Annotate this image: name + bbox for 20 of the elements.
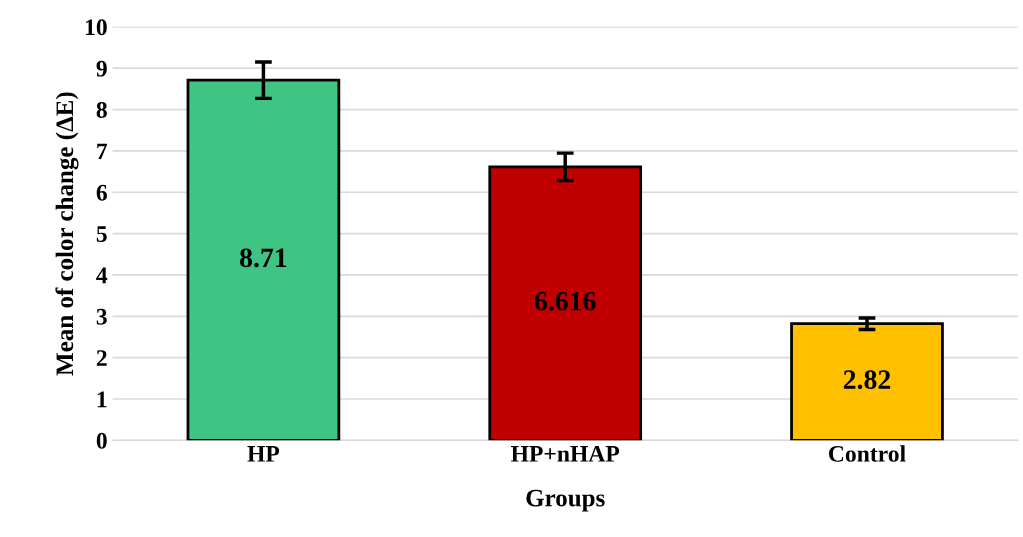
y-tick-label: 3: [96, 308, 107, 325]
y-tick-label: 6: [96, 184, 107, 201]
x-tick-label: Control: [829, 445, 906, 462]
bar: [790, 322, 944, 441]
y-tick-label: 7: [97, 143, 108, 160]
y-axis-title: Mean of color change (ΔE): [55, 92, 79, 376]
data-label: 6.616: [534, 291, 596, 311]
y-tick-label: 0: [96, 432, 107, 449]
y-tick-label: 4: [96, 267, 108, 284]
y-tick-label: 9: [96, 60, 107, 77]
y-tick-label: 1: [97, 391, 107, 408]
y-tick-label: 10: [85, 19, 107, 36]
data-label: 8.71: [240, 248, 287, 268]
y-tick-label: 2: [96, 350, 107, 366]
y-tick-label: 5: [96, 226, 107, 243]
x-tick-label: HP+nHAP: [511, 446, 620, 462]
y-tick-label: 8: [96, 102, 107, 118]
data-label: 2.82: [843, 370, 891, 390]
x-axis-title: Groups: [526, 489, 605, 512]
x-tick-label: HP: [247, 446, 280, 462]
